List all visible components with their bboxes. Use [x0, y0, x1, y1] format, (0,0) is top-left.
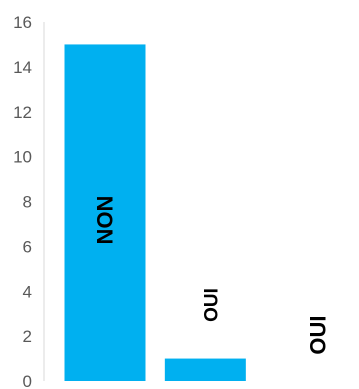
- y-tick-label: 12: [13, 103, 32, 122]
- bars: [64, 44, 246, 381]
- y-tick-label: 6: [23, 237, 32, 256]
- data-label-oui-1: OUI: [202, 288, 223, 322]
- y-tick-label: 4: [23, 282, 32, 301]
- bar-labels: NON OUI OUI: [93, 196, 331, 355]
- y-tick-label: 16: [13, 13, 32, 32]
- y-tick-label: 8: [23, 193, 32, 212]
- bar-oui-1: [164, 358, 246, 381]
- y-axis: 0 2 4 6 8 10 12 14 16: [13, 13, 45, 389]
- y-tick-label: 10: [13, 148, 32, 167]
- data-label-non-0: NON: [93, 196, 118, 245]
- bar-non-0: [64, 44, 146, 381]
- data-label-oui-2: OUI: [306, 315, 331, 354]
- y-tick-label: 0: [23, 372, 32, 389]
- y-tick-label: 14: [13, 58, 32, 77]
- y-tick-label: 2: [23, 327, 32, 346]
